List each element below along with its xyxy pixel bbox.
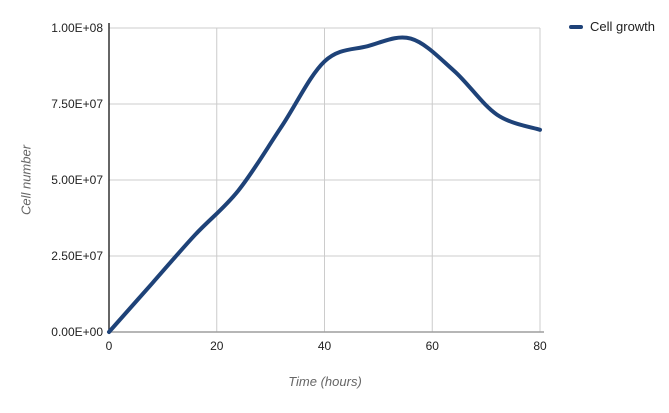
- y-axis-title: Cell number: [18, 144, 34, 216]
- y-tick-label: 1.00E+08: [51, 21, 103, 35]
- legend-label: Cell growth: [590, 19, 656, 34]
- x-tick-label: 80: [533, 339, 547, 353]
- y-tick-label: 5.00E+07: [51, 173, 103, 187]
- x-tick-label: 40: [317, 339, 332, 353]
- x-tick-label: 20: [210, 339, 224, 353]
- legend-line-marker-icon: [569, 25, 583, 29]
- x-tick-label: 60: [425, 339, 439, 353]
- legend: Cell growth: [569, 19, 655, 35]
- x-axis-title: Time (hours): [288, 374, 362, 389]
- y-tick-label: 2.50E+07: [51, 249, 103, 263]
- x-tick-label: 0: [105, 339, 113, 353]
- series-line-cell-growth: [107, 35, 542, 334]
- y-tick-label: 0.00E+00: [51, 325, 103, 339]
- y-tick-label: 7.50E+07: [51, 97, 103, 111]
